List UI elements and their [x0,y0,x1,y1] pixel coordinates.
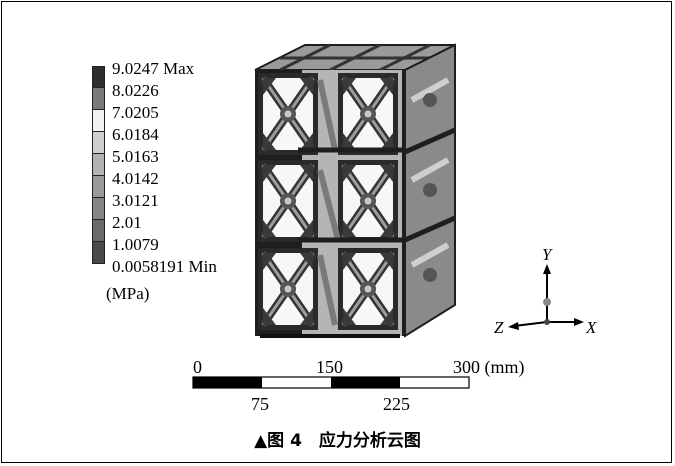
legend-unit: (MPa) [106,284,150,303]
legend-swatch [92,242,105,264]
scale-label-150: 150 [316,357,343,377]
legend-label: 7.0205 [112,103,159,122]
legend-label: 8.0226 [112,81,159,100]
coordinate-axes: Y Z X [494,245,597,337]
scale-label-75: 75 [251,394,269,414]
legend-swatch [92,220,105,242]
z-axis-label: Z [494,318,504,337]
scale-label-300: 300 (mm) [453,357,525,378]
legend-labels: 9.0247 Max 8.0226 7.0205 6.0184 5.0163 4… [112,58,217,278]
legend-swatch [92,88,105,110]
stress-model [250,43,457,338]
legend-label: 0.0058191 Min [112,257,217,276]
legend-label: 1.0079 [112,235,159,254]
legend-label: 2.01 [112,213,142,232]
legend-label: 3.0121 [112,191,159,210]
x-axis-label: X [585,318,597,337]
scale-bar: 0 150 300 (mm) 75 225 [192,357,525,414]
legend-swatch [92,198,105,220]
legend-swatch [92,132,105,154]
legend-label: 4.0142 [112,169,159,188]
y-axis-label: Y [542,245,553,264]
legend-swatch [92,154,105,176]
scale-label-0: 0 [193,357,202,377]
legend-label: 5.0163 [112,147,159,166]
legend-swatch [92,176,105,198]
legend-swatch [92,110,105,132]
figure-caption: ▲图 4 应力分析云图 [254,431,421,451]
legend-label: 9.0247 Max [112,59,195,78]
scale-label-225: 225 [383,394,410,414]
legend-color-bar [92,66,105,264]
legend-swatch [92,66,105,88]
legend-label: 6.0184 [112,125,159,144]
